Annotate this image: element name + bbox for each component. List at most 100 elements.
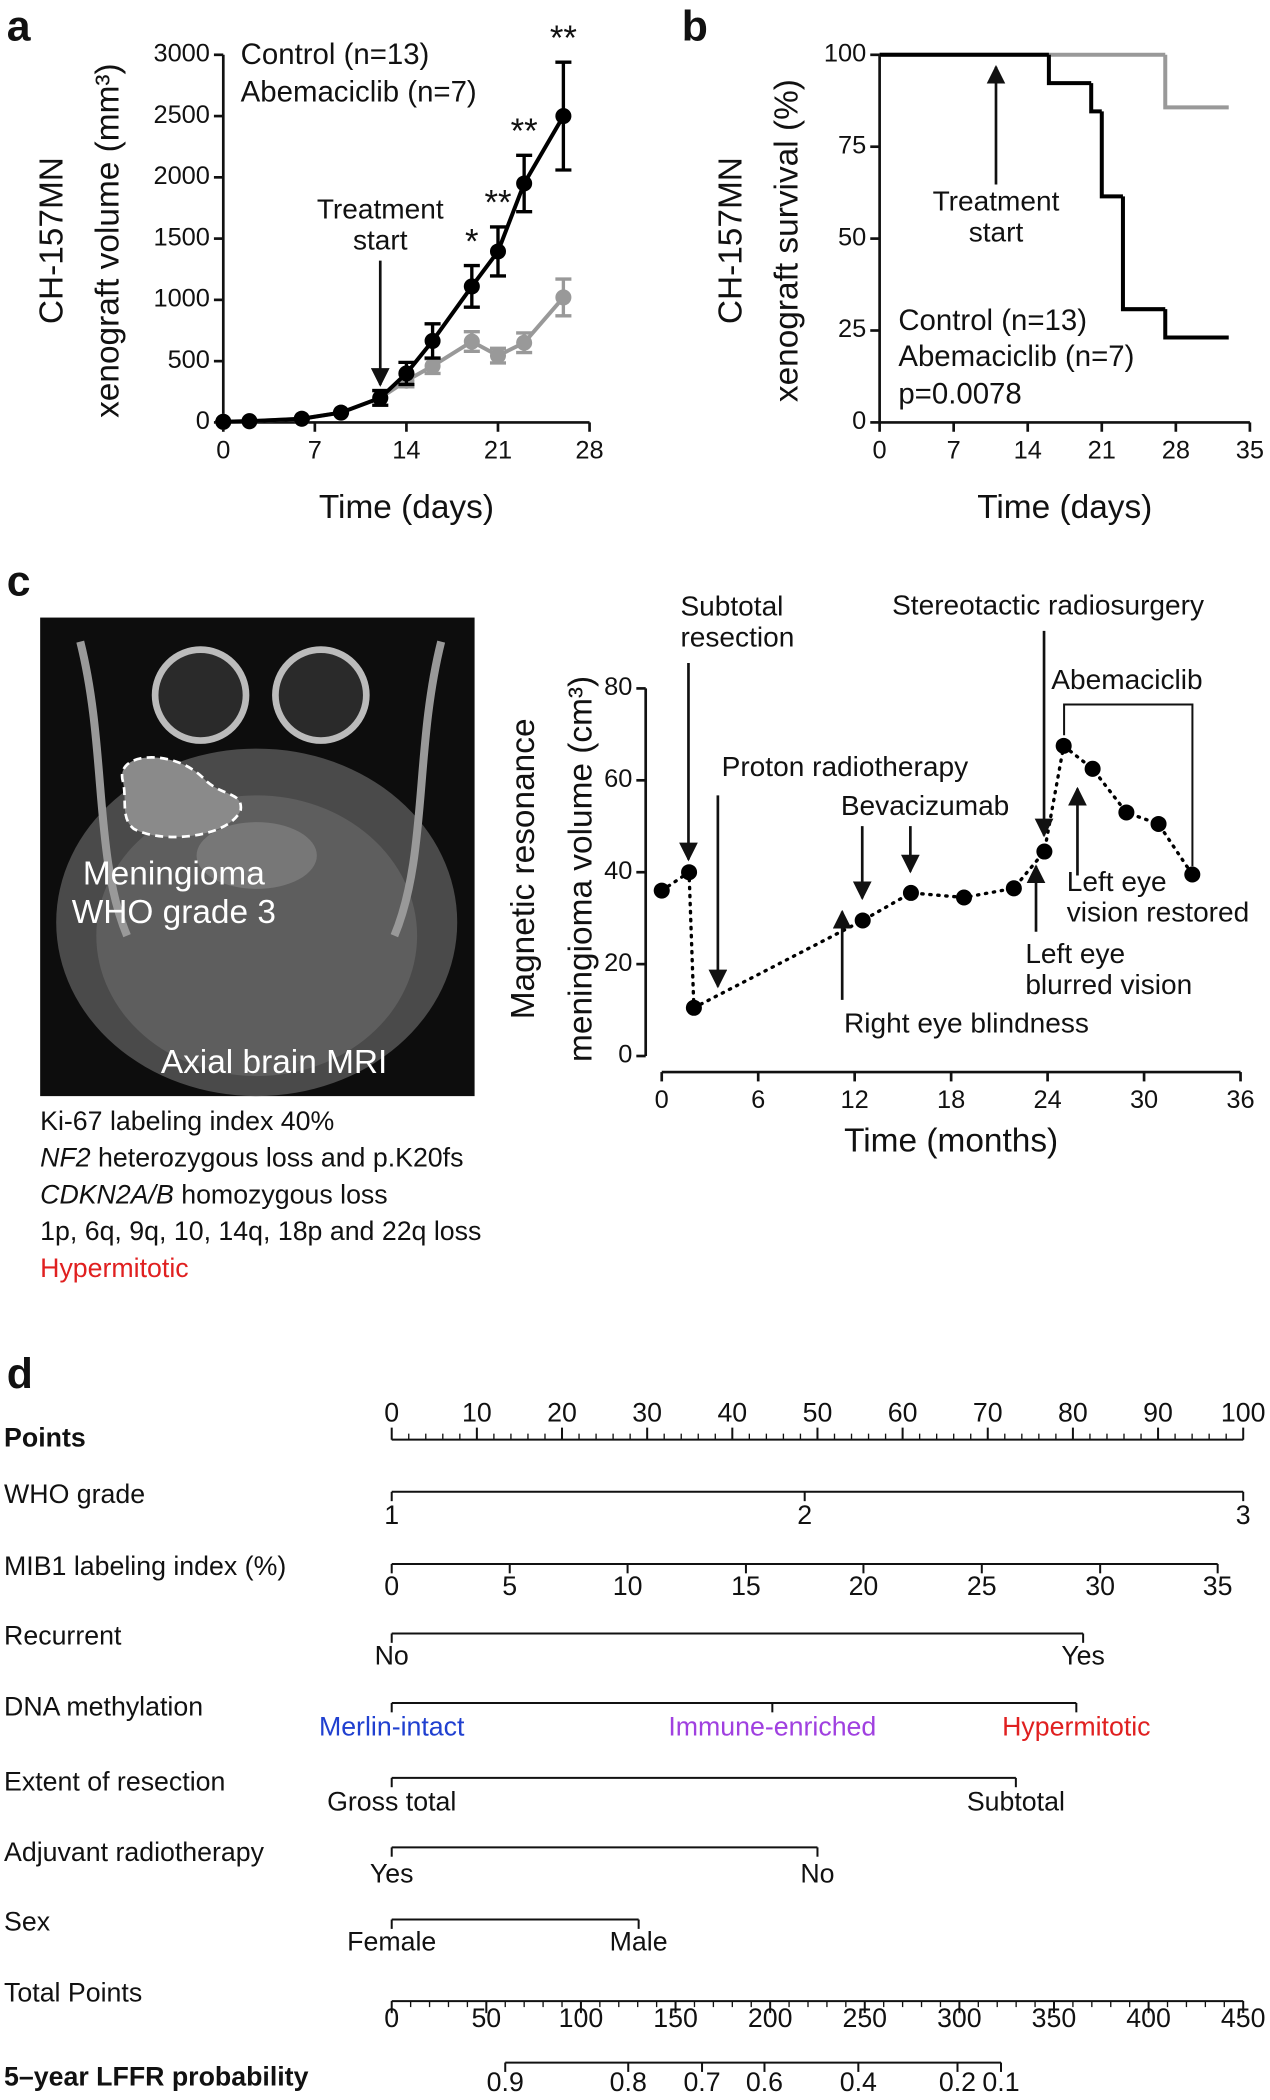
genomics-line: Hypermitotic [40, 1253, 188, 1283]
significance-label: ** [550, 20, 577, 58]
data-point [293, 410, 310, 427]
series-line [221, 295, 566, 424]
data-point [653, 882, 670, 899]
data-point [424, 332, 441, 349]
annotation: Left eye [1067, 866, 1167, 897]
scale-tick-label: 15 [731, 1571, 761, 1601]
data-point [1150, 815, 1167, 832]
scale-tick-label: 5 [502, 1571, 517, 1601]
scale-tick-label: 0.8 [610, 2067, 647, 2097]
row-label: 5–year LFFR probability [4, 2062, 309, 2092]
y-tick-label: 3000 [153, 40, 209, 68]
y-tick-label: 500 [168, 346, 210, 374]
x-tick-label: 21 [484, 437, 512, 465]
y-axis-label: xenograft survival (%) [769, 79, 806, 402]
data-point [1118, 804, 1135, 821]
scale-tick-label: Female [347, 1927, 436, 1957]
scale-tick-label: 50 [803, 1397, 833, 1427]
scale-tick-label: Subtotal [967, 1786, 1065, 1816]
data-point [955, 889, 973, 906]
scale-tick-label: 400 [1126, 2003, 1171, 2033]
annotation: Left eye [1025, 938, 1125, 969]
scale-tick-label: 450 [1221, 2003, 1266, 2033]
y-tick-label: 60 [604, 765, 632, 793]
scale-tick-label: 35 [1203, 1571, 1233, 1601]
scale-tick-label: 20 [849, 1571, 879, 1601]
data-point [489, 347, 507, 364]
row-label: Extent of resection [4, 1766, 225, 1796]
scale-tick-label: Merlin-intact [319, 1711, 465, 1741]
scale-tick-label: 150 [653, 2003, 698, 2033]
panel-label: b [682, 3, 708, 51]
scale-tick-label: 0.2 [939, 2067, 976, 2097]
row-label: MIB1 labeling index (%) [4, 1551, 286, 1581]
row-label: Adjuvant radiotherapy [4, 1837, 265, 1867]
annotation: Treatment [317, 194, 444, 225]
y-tick-label: 50 [838, 223, 866, 251]
legend-entry: Control (n=13) [241, 38, 430, 71]
x-tick-label: 28 [1162, 437, 1190, 465]
x-tick-label: 28 [575, 437, 603, 465]
scale-tick-label: 30 [1085, 1571, 1115, 1601]
significance-label: ** [511, 113, 538, 151]
scale-tick-label: 1 [384, 1500, 399, 1530]
scale-tick-label: 90 [1143, 1397, 1173, 1427]
scale-tick-label: 350 [1032, 2003, 1077, 2033]
scale-tick-label: 0 [384, 2003, 399, 2033]
x-tick-label: 18 [937, 1086, 965, 1114]
genomics-text: NF2 [40, 1143, 91, 1173]
x-tick-label: 0 [873, 437, 887, 465]
scale-tick-label: Yes [370, 1858, 414, 1888]
row-label: Points [4, 1423, 86, 1453]
data-point [1005, 880, 1022, 897]
x-axis-label: Time (days) [977, 489, 1152, 526]
y-tick-label: 0 [852, 407, 866, 435]
treatment-bracket [1063, 703, 1194, 867]
scale-tick-label: 0.1 [982, 2067, 1019, 2097]
scale-tick-label: Immune-enriched [668, 1711, 876, 1741]
survival-step [1163, 54, 1229, 110]
scale-tick-label: 70 [973, 1397, 1003, 1427]
data-point [1055, 737, 1072, 754]
y-tick-label: 20 [604, 949, 632, 977]
survival-step [1089, 83, 1102, 114]
panel-label: a [7, 3, 32, 51]
x-tick-label: 0 [655, 1086, 669, 1114]
data-point [463, 278, 480, 295]
y-tick-label: 1500 [153, 223, 209, 251]
survival-step [1163, 309, 1229, 340]
scale-tick-label: 2 [797, 1500, 812, 1530]
genomics-text: CDKN2A/B [40, 1179, 174, 1209]
scale-tick-label: 20 [547, 1397, 577, 1427]
scale-tick-label: Male [610, 1927, 668, 1957]
panel-label: c [7, 557, 31, 605]
y-tick-label: 40 [604, 857, 632, 885]
x-tick-label: 7 [308, 437, 322, 465]
annotation: Treatment [933, 186, 1060, 217]
genomics-text: 1p, 6q, 9q, 10, 14q, 18p and 22q loss [40, 1216, 481, 1246]
annotation: start [353, 224, 408, 255]
significance-label: * [465, 223, 479, 261]
annotation: resection [680, 621, 794, 652]
genomics-text: Ki-67 labeling index 40% [40, 1106, 334, 1136]
genomics-text: Hypermitotic [40, 1253, 188, 1283]
scale-tick-label: 50 [471, 2003, 501, 2033]
scale-tick-label: Hypermitotic [1002, 1711, 1150, 1741]
mri-image [40, 617, 475, 1097]
y-axis-label: xenograft volume (mm³) [89, 63, 126, 418]
scale-tick-label: 30 [632, 1397, 662, 1427]
mri-label: Axial brain MRI [161, 1044, 388, 1081]
row-label: DNA methylation [4, 1691, 203, 1721]
scale-tick-label: 100 [1221, 1397, 1266, 1427]
data-point [463, 333, 480, 350]
scale-tick-label: 0.9 [487, 2067, 524, 2097]
significance-label: ** [484, 185, 511, 223]
data-point [1184, 866, 1201, 883]
row-label: WHO grade [4, 1479, 145, 1509]
scale-tick-label: 40 [717, 1397, 747, 1427]
y-tick-label: 0 [196, 407, 210, 435]
scale-tick-label: 300 [937, 2003, 982, 2033]
mri-label: WHO grade 3 [72, 894, 276, 931]
annotation: Bevacizumab [841, 790, 1009, 821]
